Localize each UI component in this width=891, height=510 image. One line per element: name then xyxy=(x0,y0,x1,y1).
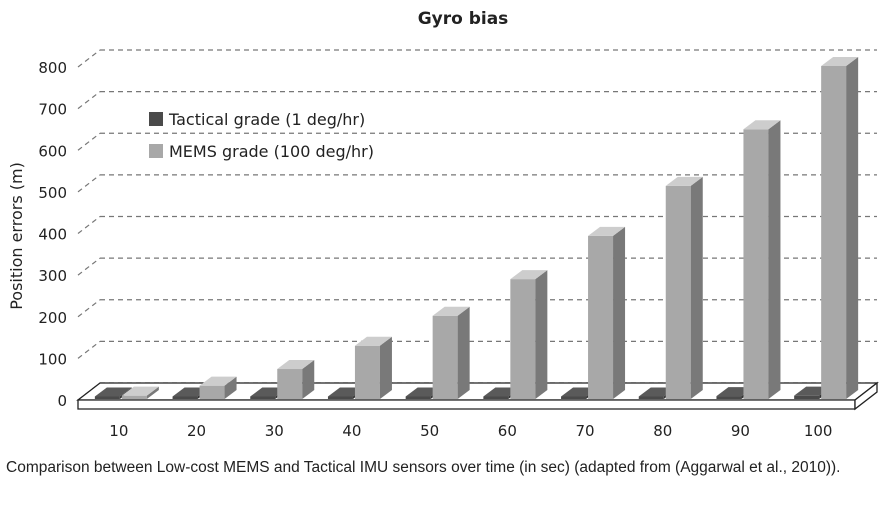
y-tick-label: 300 xyxy=(38,267,67,285)
y-tick-label: 100 xyxy=(38,350,67,368)
gridline-depth xyxy=(77,340,101,359)
x-tick-label: 60 xyxy=(498,422,517,440)
x-tick-label: 20 xyxy=(187,422,206,440)
gridline-depth xyxy=(77,132,101,151)
legend-label-tactical: Tactical grade (1 deg/hr) xyxy=(168,110,365,129)
y-tick-label: 200 xyxy=(38,309,67,327)
floor-side xyxy=(854,381,878,411)
y-axis-ticks: 0 100 200 300 400 500 600 700 800 xyxy=(38,59,67,410)
bar-mems-50 xyxy=(432,306,470,399)
x-tick-label: 70 xyxy=(576,422,595,440)
bar-mems-10 xyxy=(121,386,159,399)
y-axis-label: Position errors (m) xyxy=(7,162,26,310)
gridline-depth xyxy=(77,91,101,110)
bar-mems-20 xyxy=(199,376,237,399)
x-axis-ticks: 10 20 30 40 50 60 70 80 90 100 xyxy=(109,422,832,440)
x-tick-label: 100 xyxy=(804,422,833,440)
bar-mems-70 xyxy=(588,226,626,399)
gridline-depth xyxy=(77,174,101,193)
chart: 0 100 200 300 400 500 600 700 800 10 20 30 40 50 60 70… xyxy=(7,9,879,440)
bar-mems-60 xyxy=(510,270,548,399)
x-tick-label: 50 xyxy=(420,422,439,440)
gridline-depth xyxy=(77,216,101,234)
chart-title: Gyro bias xyxy=(418,9,509,29)
y-tick-label: 500 xyxy=(38,184,67,202)
legend-swatch-mems xyxy=(149,144,163,158)
bars xyxy=(94,57,859,400)
y-tick-label: 800 xyxy=(38,59,67,77)
legend: Tactical grade (1 deg/hr) MEMS grade (10… xyxy=(149,110,374,161)
bar-mems-40 xyxy=(354,336,392,399)
floor-front xyxy=(77,399,856,410)
bar-mems-100 xyxy=(821,57,859,399)
gridline-depth xyxy=(77,299,101,318)
figure-caption: Comparison between Low-cost MEMS and Tac… xyxy=(6,459,841,476)
bar-mems-90 xyxy=(743,120,781,400)
bar-mems-80 xyxy=(665,176,703,399)
x-tick-label: 30 xyxy=(265,422,284,440)
bar-mems-30 xyxy=(277,360,315,399)
gridline-depth xyxy=(77,49,101,68)
y-tick-label: 700 xyxy=(38,101,67,119)
y-tick-label: 600 xyxy=(38,142,67,160)
legend-swatch-tactical xyxy=(149,112,163,126)
x-tick-label: 90 xyxy=(731,422,750,440)
legend-label-mems: MEMS grade (100 deg/hr) xyxy=(169,142,374,161)
x-tick-label: 10 xyxy=(109,422,128,440)
y-tick-label: 0 xyxy=(57,392,67,410)
gridline-depth xyxy=(77,257,101,276)
x-tick-label: 80 xyxy=(653,422,672,440)
x-tick-label: 40 xyxy=(342,422,361,440)
y-tick-label: 400 xyxy=(38,226,67,244)
